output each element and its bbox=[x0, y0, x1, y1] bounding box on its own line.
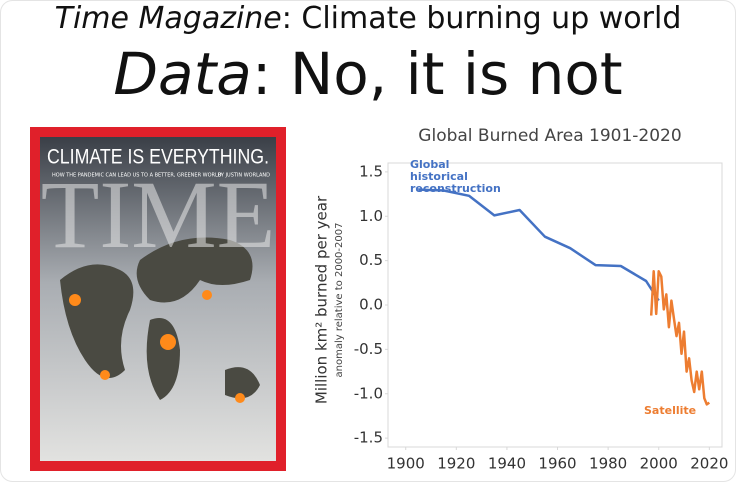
magazine-cover: TIME CLIMATE IS EVERYTHING. HOW THE PAND… bbox=[30, 127, 286, 471]
y-tick-label: -0.5 bbox=[354, 340, 383, 358]
x-tick-label: 1960 bbox=[538, 455, 576, 473]
x-tick-label: 1900 bbox=[387, 455, 425, 473]
headline-italic: Time Magazine bbox=[55, 1, 282, 36]
x-tick-label: 1940 bbox=[488, 455, 526, 473]
fire bbox=[160, 334, 176, 350]
cover-byline: BY JUSTIN WORLAND bbox=[218, 173, 270, 179]
headline-text: : No, it is not bbox=[252, 40, 623, 108]
cover-subhead: HOW THE PANDEMIC CAN LEAD US TO A BETTER… bbox=[52, 173, 222, 179]
y-axis-sublabel: anomaly relative to 2000-2007 bbox=[334, 223, 345, 378]
continent bbox=[60, 264, 134, 378]
y-tick-label: 0.0 bbox=[359, 296, 383, 314]
headline-italic: Data bbox=[113, 40, 252, 108]
continent bbox=[225, 367, 260, 399]
y-tick-label: 1.5 bbox=[359, 162, 383, 180]
fire bbox=[235, 393, 245, 403]
headline-2: Data: No, it is not bbox=[113, 40, 622, 108]
fire bbox=[69, 294, 81, 306]
y-tick-label: -1.5 bbox=[354, 429, 383, 447]
x-tick-label: 1980 bbox=[589, 455, 627, 473]
series-label: Global historical reconstruction bbox=[410, 158, 501, 195]
x-tick-label: 2020 bbox=[690, 455, 728, 473]
y-tick-label: 1.0 bbox=[359, 207, 383, 225]
series-label: Satellite bbox=[644, 404, 697, 417]
y-axis-label: Million km² burned per year bbox=[313, 195, 331, 404]
x-tick-label: 1920 bbox=[437, 455, 475, 473]
continent bbox=[136, 237, 253, 303]
chart-title: Global Burned Area 1901-2020 bbox=[418, 126, 681, 146]
headline-text: : Climate burning up world bbox=[282, 1, 682, 36]
series-line bbox=[418, 188, 660, 302]
cover-masthead: TIME bbox=[41, 161, 276, 268]
cover-headline: CLIMATE IS EVERYTHING. bbox=[47, 146, 269, 169]
y-tick-label: -1.0 bbox=[354, 384, 383, 402]
x-tick-label: 2000 bbox=[640, 455, 678, 473]
fire bbox=[202, 290, 212, 300]
series-line bbox=[649, 270, 711, 406]
fire bbox=[100, 370, 110, 380]
headline-1: Time Magazine: Climate burning up world bbox=[55, 1, 682, 36]
y-tick-label: 0.5 bbox=[359, 251, 383, 269]
